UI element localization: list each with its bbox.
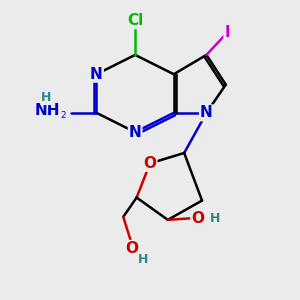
Text: Cl: Cl <box>127 13 143 28</box>
Text: H: H <box>137 254 148 266</box>
Text: O: O <box>191 211 204 226</box>
Text: N: N <box>90 67 103 82</box>
Text: O: O <box>143 156 157 171</box>
Text: H: H <box>209 212 220 225</box>
Text: $_{2}$: $_{2}$ <box>60 108 67 121</box>
Text: H: H <box>41 92 51 104</box>
Text: N: N <box>200 105 213 120</box>
Text: NH: NH <box>34 103 60 118</box>
Text: O: O <box>126 241 139 256</box>
Text: I: I <box>224 25 230 40</box>
Text: N: N <box>129 125 142 140</box>
